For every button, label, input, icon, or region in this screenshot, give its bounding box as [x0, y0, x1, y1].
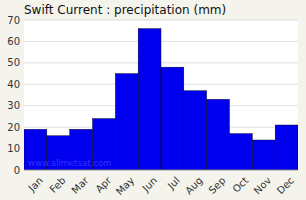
y-tick-label: 30 — [7, 100, 20, 111]
y-tick-label: 70 — [7, 15, 20, 26]
x-tick-label: Jun — [140, 175, 160, 195]
x-tick-label: Aug — [183, 175, 205, 197]
bar — [184, 91, 207, 170]
x-tick-label: Oct — [230, 175, 250, 195]
y-tick-label: 50 — [7, 57, 20, 68]
x-tick-label: Feb — [47, 175, 67, 195]
chart-container: 010203040506070JanFebMarAprMayJunJulAugS… — [0, 0, 306, 200]
x-tick-label: Jan — [26, 175, 45, 194]
bar — [138, 29, 161, 170]
background — [0, 0, 306, 200]
chart: 010203040506070JanFebMarAprMayJunJulAugS… — [0, 0, 306, 200]
grid — [24, 20, 298, 170]
y-tick-label: 60 — [7, 36, 20, 47]
bar — [275, 125, 298, 170]
x-tick-label: May — [114, 175, 136, 197]
bars — [24, 29, 298, 170]
bar — [161, 67, 184, 170]
x-tick-label: Dec — [275, 175, 296, 196]
y-tick-label: 10 — [7, 143, 20, 154]
x-tick-label: Mar — [69, 174, 91, 196]
x-axis-line — [24, 170, 298, 171]
bar — [252, 140, 275, 170]
x-tick-label: Apr — [93, 174, 114, 195]
x-tick-label: Nov — [252, 175, 274, 197]
bar — [230, 134, 253, 170]
watermark: www.allmetsat.com — [28, 158, 111, 168]
title: Swift Current : precipitation (mm) — [24, 3, 226, 17]
y-tick-label: 0 — [14, 165, 20, 176]
bar — [115, 74, 138, 170]
bar — [207, 99, 230, 170]
y-tick-label: 20 — [7, 122, 20, 133]
plot-background — [24, 20, 298, 170]
x-tick-label: Jul — [165, 175, 182, 192]
grid-line — [24, 20, 298, 21]
y-tick-label: 40 — [7, 79, 20, 90]
x-tick-label: Sep — [206, 175, 227, 196]
grid-line — [24, 170, 298, 171]
